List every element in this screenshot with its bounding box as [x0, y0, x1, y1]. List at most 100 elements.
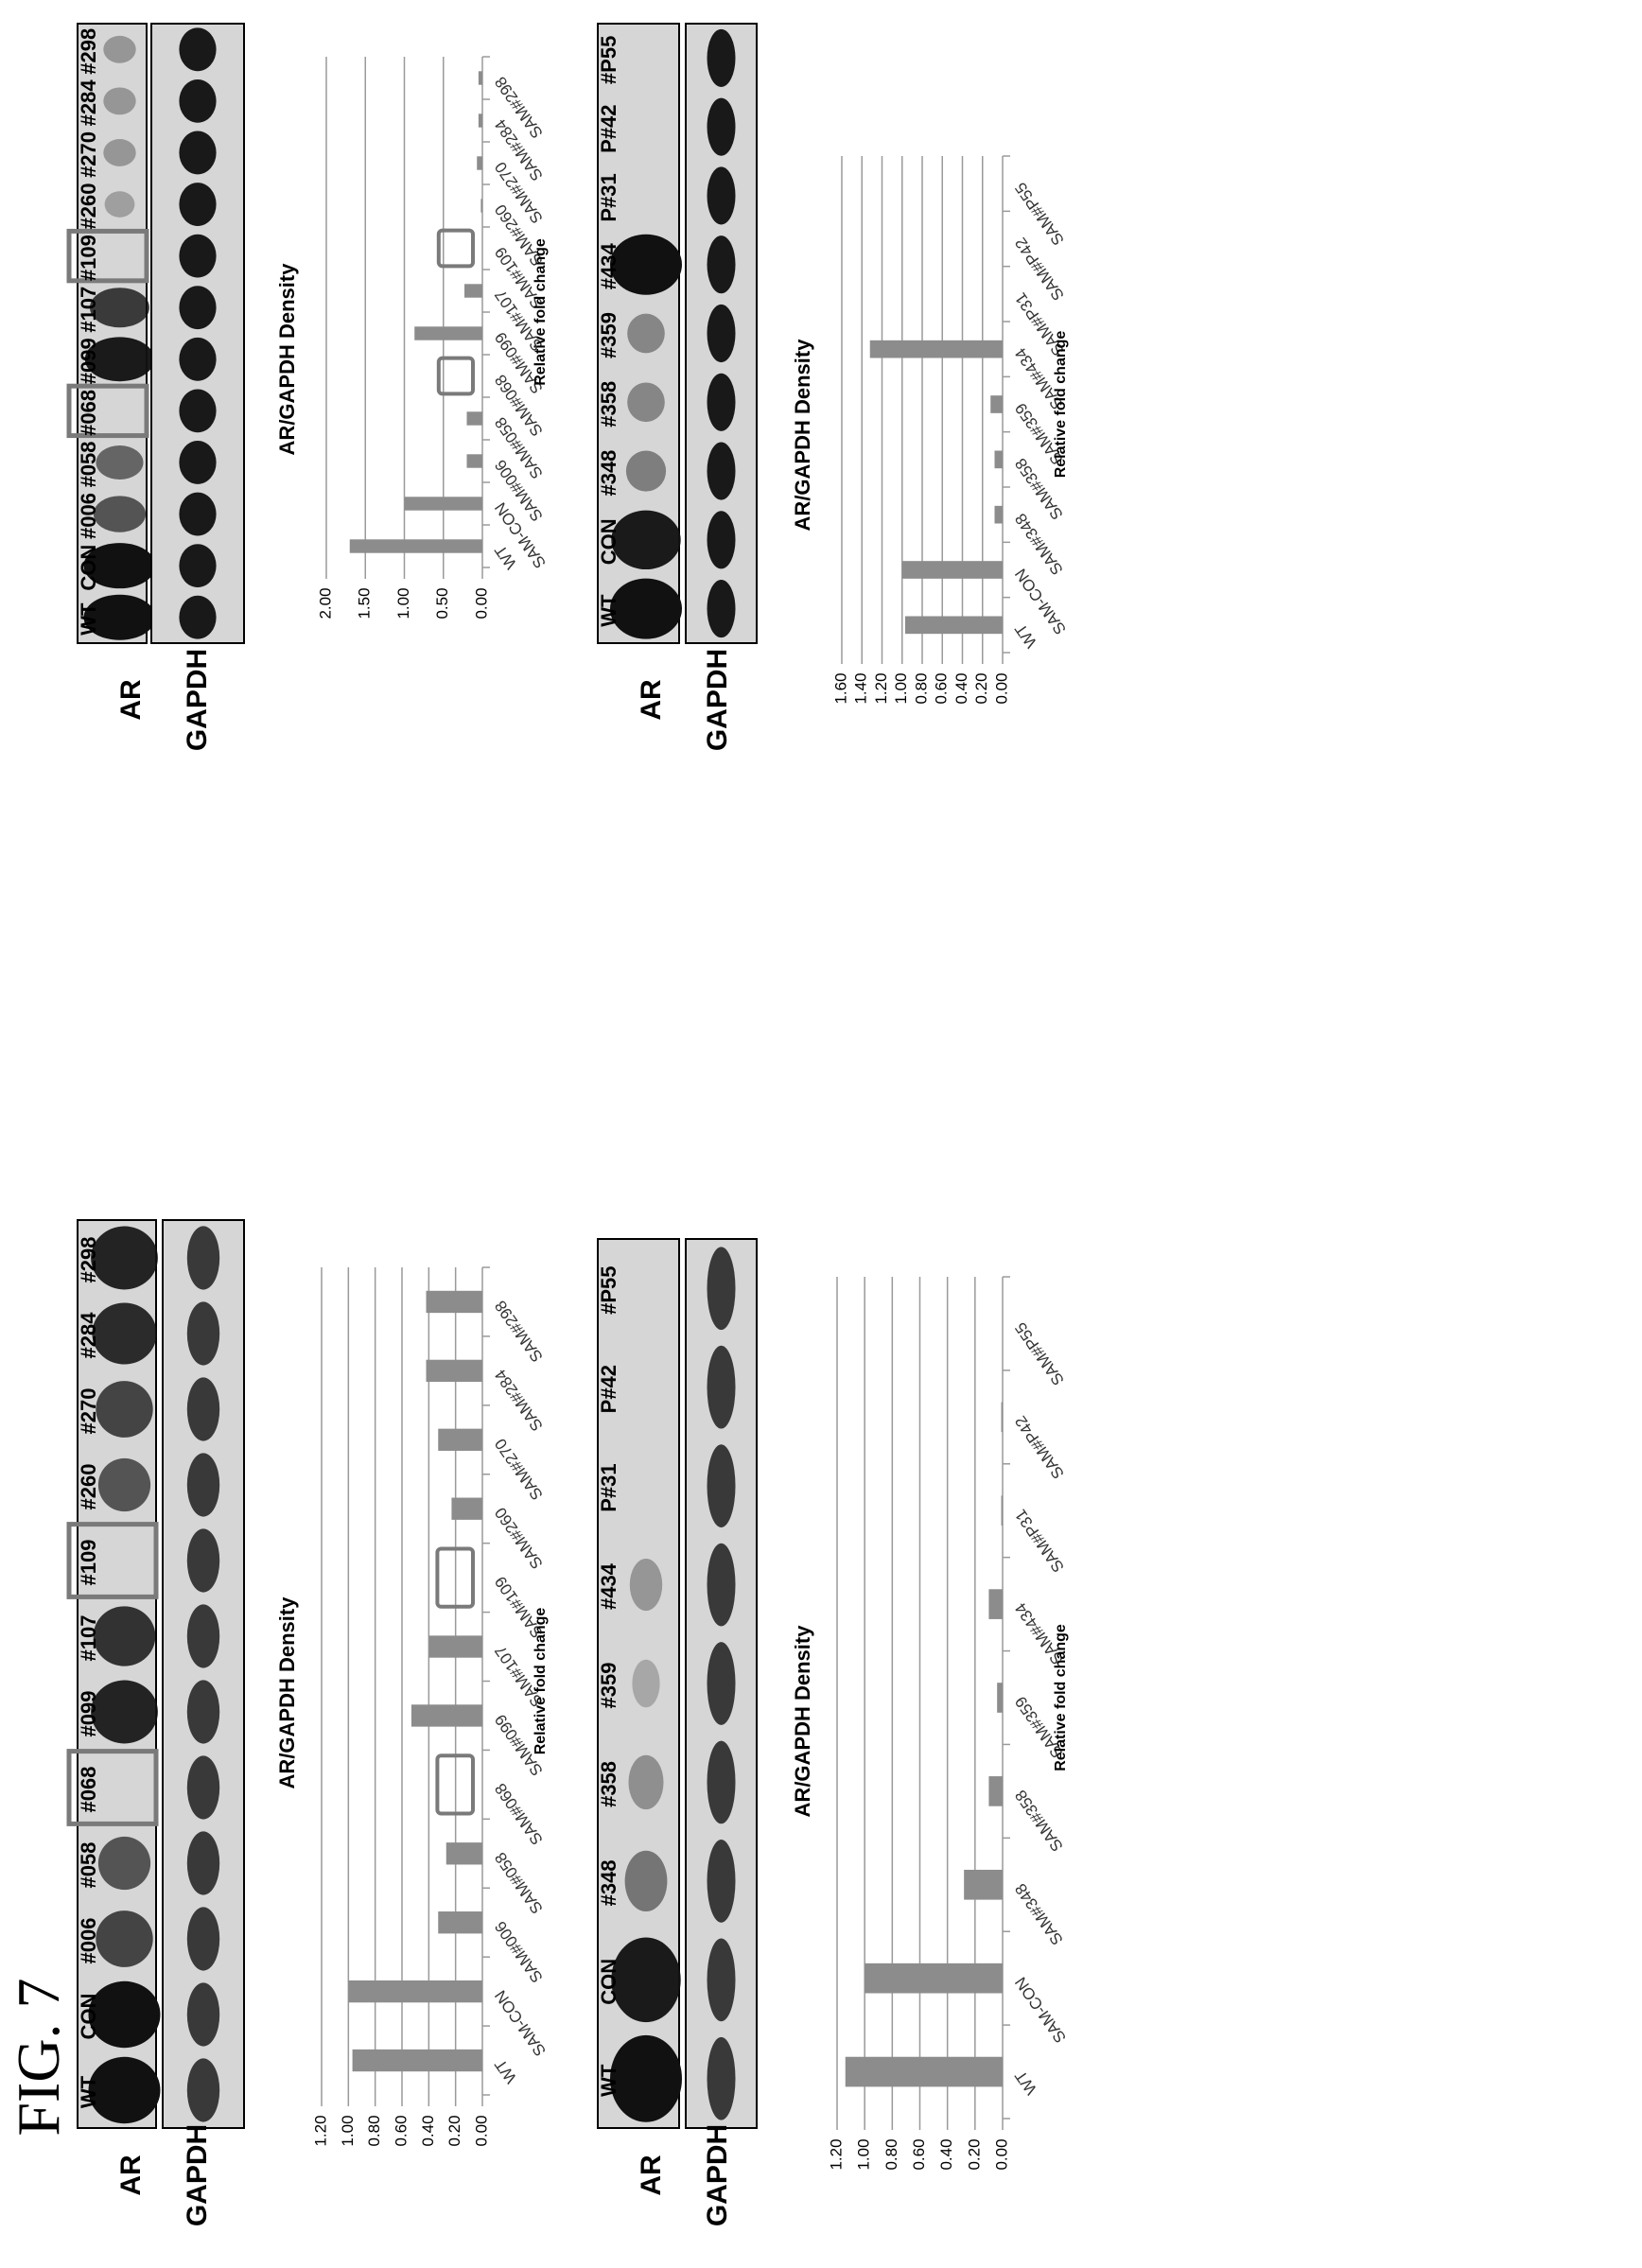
- ar-band: [91, 1681, 158, 1744]
- ar-band: [94, 496, 146, 532]
- bar: [427, 1360, 483, 1382]
- category-label: SAM-CON: [491, 1987, 550, 2060]
- bar: [427, 1291, 483, 1313]
- y-tick-label: 0.20: [965, 2138, 983, 2170]
- y-tick-label: 0.40: [419, 2115, 437, 2146]
- bar: [846, 2057, 1003, 2087]
- chart-title: AR/GAPDH Density: [791, 1625, 814, 1818]
- y-tick-label: 1.20: [311, 2115, 329, 2146]
- gapdh-band: [707, 374, 736, 431]
- category-label: SAM#006: [491, 1918, 546, 1986]
- gapdh-band: [707, 580, 736, 637]
- gapdh-band: [707, 511, 736, 568]
- lane-label: #434: [597, 1562, 620, 1610]
- gapdh-band: [707, 1444, 736, 1527]
- bar: [414, 326, 482, 340]
- y-tick-label: 1.50: [356, 587, 374, 619]
- ar-band: [103, 87, 135, 114]
- y-tick-label: 0.00: [472, 2115, 490, 2146]
- lane-label: #058: [77, 1842, 100, 1889]
- bar: [451, 1498, 482, 1520]
- y-tick-label: 0.80: [912, 672, 930, 704]
- category-label: SAM#P55: [1011, 179, 1067, 249]
- y-axis-label: Relative fold change: [533, 238, 549, 386]
- chart-title: AR/GAPDH Density: [275, 263, 299, 456]
- y-tick-label: 1.00: [394, 587, 412, 619]
- gapdh-band: [707, 98, 736, 156]
- gapdh-band: [179, 544, 216, 587]
- lane-label: #107: [77, 287, 100, 333]
- bar: [865, 1963, 1003, 1994]
- gapdh-band: [179, 131, 216, 175]
- gapdh-band: [707, 1938, 736, 2021]
- bar: [446, 1842, 482, 1864]
- gapdh-band: [179, 79, 216, 123]
- ar-band: [610, 579, 682, 639]
- lane-label: #284: [77, 79, 100, 127]
- bar: [348, 1980, 482, 2002]
- lane-label: #058: [77, 441, 100, 487]
- panels-layer: WTCON#006#058#068#099#107#109#260#270#28…: [69, 24, 1070, 2226]
- category-label: WT: [1011, 620, 1040, 652]
- gapdh-band: [179, 235, 216, 278]
- y-tick-label: 1.20: [827, 2138, 845, 2170]
- gapdh-band: [179, 441, 216, 484]
- gapdh-band: [187, 1680, 219, 1743]
- gapdh-band: [707, 1741, 736, 1824]
- gapdh-band: [179, 27, 216, 71]
- panel-2: WTCON#348#358#359#434P#31P#42#P55ARGAPDH…: [597, 1239, 1070, 2226]
- gapdh-band: [707, 29, 736, 87]
- lane-label: P#31: [597, 1463, 620, 1511]
- y-tick-label: 0.50: [433, 587, 451, 619]
- panel-3: WTCON#006#058#068#099#107#109#260#270#28…: [69, 24, 550, 751]
- category-label: SAM-CON: [1011, 1974, 1070, 2047]
- lane-label: WT: [77, 2075, 100, 2108]
- gapdh-band: [187, 1755, 219, 1819]
- y-tick-label: 1.00: [339, 2115, 357, 2146]
- lane-label: #068: [77, 1767, 100, 1813]
- lane-label: #P55: [597, 1266, 620, 1315]
- y-tick-label: 0.60: [392, 2115, 410, 2146]
- gapdh-band: [187, 1453, 219, 1516]
- chart-title: AR/GAPDH Density: [791, 339, 814, 532]
- gapdh-band: [179, 183, 216, 226]
- lane-label: #099: [77, 1691, 100, 1737]
- category-label: SAM#298: [491, 1298, 546, 1366]
- gapdh-band: [707, 1346, 736, 1429]
- lane-label: #270: [77, 131, 100, 178]
- bar: [467, 454, 483, 467]
- ar-band: [96, 1381, 152, 1438]
- gapdh-row-label: GAPDH: [182, 2124, 213, 2226]
- bar: [995, 506, 1004, 524]
- y-tick-label: 1.60: [831, 672, 849, 704]
- lane-label: #006: [77, 493, 100, 539]
- ar-band: [627, 382, 665, 422]
- gapdh-band: [187, 1907, 219, 1970]
- lane-label: #260: [77, 1464, 100, 1510]
- lane-label: #099: [77, 338, 100, 384]
- bar: [438, 1429, 482, 1451]
- gapdh-band: [707, 305, 736, 362]
- lane-label: #298: [77, 28, 100, 75]
- category-label: SAM#348: [1011, 510, 1066, 578]
- ar-band: [610, 235, 682, 295]
- lane-label: #P55: [597, 36, 620, 84]
- panel-1: WTCON#006#058#068#099#107#109#260#270#28…: [69, 1220, 550, 2226]
- bar: [964, 1870, 1003, 1900]
- ar-band: [96, 1910, 152, 1967]
- gapdh-band: [187, 1226, 219, 1289]
- ar-band: [625, 1851, 668, 1911]
- ar-band: [626, 450, 666, 491]
- gapdh-band: [187, 1377, 219, 1440]
- gapdh-band: [187, 1982, 219, 2046]
- ar-band: [91, 1227, 158, 1290]
- y-tick-label: 0.20: [445, 2115, 463, 2146]
- y-tick-label: 1.40: [852, 672, 870, 704]
- y-tick-label: 0.60: [933, 672, 951, 704]
- ar-row-label: AR: [115, 679, 147, 721]
- bar: [438, 1911, 482, 1933]
- ar-band: [629, 1755, 664, 1809]
- y-tick-label: 1.00: [855, 2138, 873, 2170]
- gapdh-row-label: GAPDH: [702, 649, 733, 751]
